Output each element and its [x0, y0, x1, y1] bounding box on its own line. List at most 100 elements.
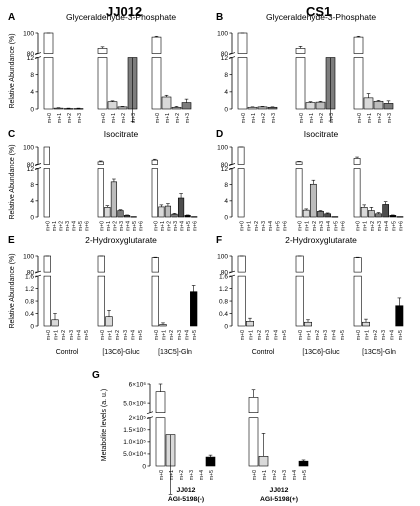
x-tick-label: m+5 [391, 221, 397, 231]
x-tick-label: m+0 [299, 113, 305, 123]
x-tick-label: m+1 [367, 113, 373, 123]
bar [324, 213, 332, 218]
x-tick-label: m+4 [332, 330, 338, 340]
bar [258, 456, 269, 467]
y-tick-label: 80 [27, 51, 35, 58]
y-tick-label: 80 [221, 269, 229, 276]
x-tick-label: m+2 [166, 221, 172, 231]
x-tick-label: m+3 [323, 330, 329, 340]
group-label: [13C5]-Gln [158, 349, 192, 356]
bar [237, 275, 246, 327]
bar [295, 275, 304, 327]
bar [63, 108, 74, 110]
group-label: [13C5]-Gln [362, 349, 396, 356]
x-tick-label: m+1 [54, 330, 60, 340]
x-tick-label: m+3 [282, 470, 288, 480]
x-tick-label: m+4 [292, 470, 298, 480]
bar [373, 100, 384, 110]
x-tick-label: m+0 [298, 330, 304, 340]
bar [43, 255, 51, 273]
x-tick-label: m+3 [319, 221, 325, 231]
y-tick-label: 0 [224, 214, 228, 221]
bar [382, 204, 390, 218]
bar [295, 161, 303, 165]
x-tick-label: m+2 [257, 330, 263, 340]
x-tick-label: m+0 [45, 221, 51, 231]
y-tick-label: 100 [23, 144, 34, 151]
x-tick-label: m+5 [333, 221, 339, 231]
bar [151, 36, 162, 54]
x-tick-label: m+2 [61, 330, 67, 340]
x-tick-label: m+3 [387, 113, 393, 123]
x-tick-label: m+3 [177, 330, 183, 340]
bar [396, 216, 404, 218]
bar [247, 106, 258, 110]
bar [331, 216, 339, 218]
group-label: Control [252, 349, 275, 356]
bar [97, 57, 108, 110]
x-tick-label: m+2 [169, 330, 175, 340]
x-tick-label: m+0 [252, 470, 258, 480]
y-tick-label: 8 [30, 182, 34, 189]
x-tick-label: m+0 [99, 221, 105, 231]
bar [164, 205, 172, 218]
y-tick-label: 12 [27, 166, 35, 173]
bar [123, 215, 131, 218]
bar [117, 106, 128, 110]
x-tick-label: m+5 [138, 330, 144, 340]
x-tick-label: m+6 [282, 221, 288, 231]
y-tick-label: 0.4 [219, 311, 228, 318]
x-tick-label: m+5 [192, 330, 198, 340]
y-axis-label: Relative Abundance (%) [9, 144, 16, 219]
y-tick-label: 0 [30, 214, 34, 221]
bar [117, 210, 124, 218]
x-tick-label: m+3 [173, 221, 179, 231]
bar [151, 159, 158, 165]
panel-g: G 0 5.0×10⁴ 1.0×10⁵ 1.5×10⁵ 2×10⁵ 5.0×10⁶ 6×10⁶… [92, 370, 309, 503]
x-tick-label: m+4 [126, 221, 132, 231]
x-tick-label: m+4 [180, 221, 186, 231]
panel-title: Glyceraldehyde-3-Phosphate [266, 12, 376, 22]
panel-e: E 2-Hydroxyglutarate 0 0.4 0.8 1.2 1.680 100 Rel… [8, 235, 198, 356]
column-title-jj012: JJ012 [106, 4, 143, 19]
x-tick-label: m+1 [160, 221, 166, 231]
bar [161, 96, 172, 110]
y-axis-label: Metabolite levels (a. u.) [101, 389, 108, 461]
x-tick-label: m+1 [365, 330, 371, 340]
bar [353, 257, 362, 273]
x-tick-label: m+1 [165, 113, 171, 123]
bar [237, 168, 245, 218]
x-tick-label: m+4 [274, 330, 280, 340]
bar [190, 291, 198, 327]
bar [53, 107, 64, 110]
bar [205, 456, 216, 467]
y-tick-label: 4 [224, 89, 228, 96]
bar [151, 57, 162, 110]
y-tick-label: 80 [221, 51, 229, 58]
y-tick-label: 1.5×10⁵ [123, 427, 146, 434]
bar [304, 321, 312, 327]
panel-letter: B [216, 12, 223, 23]
panel-title: Isocitrate [104, 129, 139, 139]
x-tick-label: m+5 [275, 221, 281, 231]
bar [237, 255, 246, 273]
bar [73, 108, 84, 110]
x-tick-label: m+3 [265, 330, 271, 340]
x-tick-label: m+0 [240, 221, 246, 231]
bar [237, 146, 245, 165]
y-tick-label: 1.2 [219, 286, 228, 293]
x-tick-label: m+6 [139, 221, 145, 231]
bar [237, 57, 248, 110]
bar [246, 321, 254, 327]
bar [177, 197, 185, 218]
x-tick-label: m+2 [319, 113, 325, 123]
x-tick-label: m+2 [112, 221, 118, 231]
bar [43, 57, 54, 110]
x-tick-label: m+1 [169, 470, 175, 480]
x-tick-label: m+1 [106, 221, 112, 231]
bar [151, 275, 159, 327]
panel-letter: A [8, 12, 15, 23]
y-tick-label: 80 [221, 162, 229, 169]
y-tick-label: 100 [23, 30, 34, 37]
